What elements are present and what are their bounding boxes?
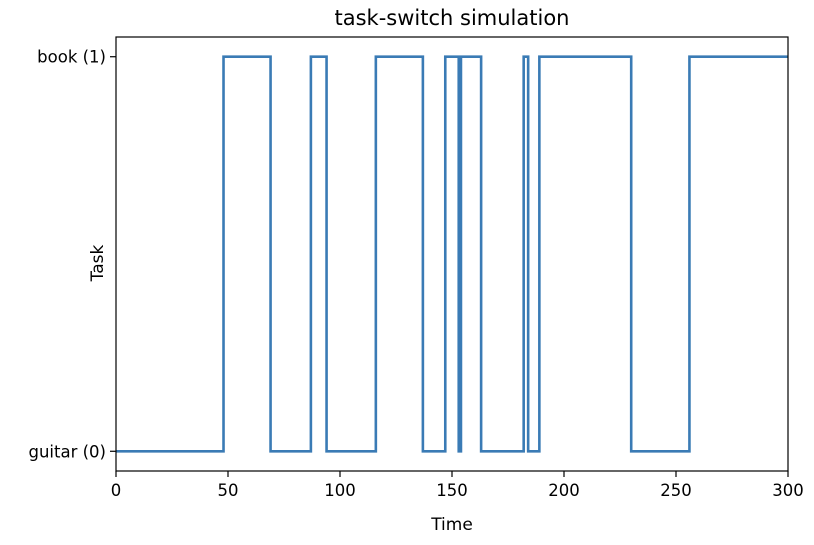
x-tick-label: 0 (111, 481, 122, 500)
x-tick-label: 200 (548, 481, 580, 500)
y-tick-label: book (1) (37, 48, 106, 67)
series-line-0 (116, 55, 788, 453)
x-tick-label: 100 (324, 481, 356, 500)
y-axis-label: Task (88, 245, 108, 283)
plot-frame (115, 36, 789, 472)
x-tick-label: 300 (772, 481, 804, 500)
x-axis-label: Time (430, 515, 473, 535)
x-tick-label: 250 (660, 481, 692, 500)
plot-area: 0 50 100 150 200 250 300 guitar (0) book (1) (29, 36, 804, 500)
y-tick-label: guitar (0) (29, 442, 107, 461)
chart-title: task-switch simulation (335, 6, 570, 30)
x-tick-label: 50 (218, 481, 239, 500)
x-tick-label: 150 (436, 481, 468, 500)
